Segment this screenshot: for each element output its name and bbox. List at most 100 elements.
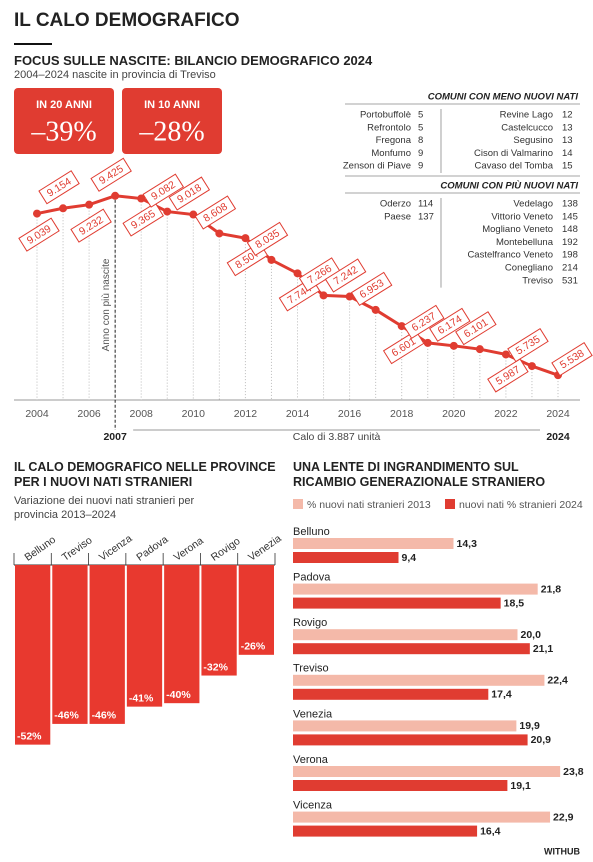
- value-label: 19,9: [519, 720, 540, 732]
- table-name: Paese: [384, 211, 411, 222]
- point: [293, 269, 302, 278]
- table-value: 138: [562, 199, 578, 210]
- focus-subtitle: 2004–2024 nascite in provincia di Trevis…: [14, 69, 216, 81]
- table-title: COMUNI CON MENO NUOVI NATI: [428, 92, 579, 103]
- value-label: 6.237: [402, 304, 445, 340]
- category-label: Belluno: [293, 526, 330, 538]
- point: [111, 191, 120, 200]
- label-box: [18, 217, 60, 252]
- table-name: Castelfranco Veneto: [467, 250, 553, 261]
- point: [267, 255, 276, 264]
- table-value: 137: [418, 211, 434, 222]
- point: [319, 291, 328, 300]
- point: [137, 194, 146, 203]
- legend-label: % nuovi nati stranieri 2013: [307, 499, 431, 511]
- bar: [164, 565, 200, 704]
- point: [163, 207, 172, 216]
- value-label: 21,1: [533, 643, 554, 655]
- point: [215, 229, 224, 238]
- chart-subtitle: Variazione dei nuovi nati stranieri per …: [14, 495, 195, 521]
- point: [85, 200, 94, 209]
- x-tick-label: 2004: [25, 408, 49, 420]
- table-value: 14: [562, 148, 573, 159]
- value-label: 9.365: [122, 202, 164, 237]
- label-box: [429, 307, 471, 342]
- badge-label: IN 20 ANNI: [36, 99, 92, 111]
- x-tick-label: Treviso: [60, 534, 95, 563]
- label-box: [507, 327, 549, 363]
- value-label: 20,0: [520, 629, 541, 641]
- table-value: 9: [418, 161, 423, 172]
- label-box: [168, 176, 211, 211]
- bar: [293, 538, 454, 549]
- label-box: [246, 221, 289, 257]
- value-label: 8.608: [194, 195, 237, 230]
- label-box: [487, 358, 529, 393]
- table-name: Vedelago: [513, 199, 553, 210]
- table-value: 15: [562, 161, 573, 172]
- legend-label: nuovi nati % stranieri 2024: [459, 499, 583, 511]
- label-box: [324, 258, 367, 293]
- value-label: -46%: [54, 710, 79, 722]
- table-name: Zenson di Piave: [343, 161, 411, 172]
- label-box: [455, 311, 497, 346]
- value-label: -40%: [166, 689, 191, 701]
- point: [241, 234, 250, 243]
- value-label: 8.035: [246, 221, 289, 257]
- table-name: Castelcucco: [501, 122, 553, 133]
- table-name: Oderzo: [380, 199, 411, 210]
- bar: [293, 720, 517, 732]
- point: [397, 322, 406, 331]
- x-tick-label: 2014: [286, 408, 310, 420]
- badge: [122, 88, 222, 154]
- label-box: [350, 271, 393, 306]
- table-name: Revine Lago: [500, 110, 553, 121]
- value-label: 9.039: [18, 217, 60, 252]
- bar: [293, 825, 478, 837]
- table-name: Segusino: [513, 135, 553, 146]
- bar: [293, 643, 530, 655]
- value-label: 5.735: [507, 327, 549, 363]
- bar: [126, 565, 163, 707]
- point: [501, 350, 510, 359]
- table-name: Fregona: [376, 135, 412, 146]
- badge-value: –28%: [138, 116, 204, 147]
- x-tick-label: 2016: [338, 408, 362, 420]
- table-title: COMUNI CON PIÙ NUOVI NATI: [440, 180, 578, 192]
- category-label: Padova: [293, 572, 331, 584]
- table-value: 192: [562, 237, 578, 248]
- x-tick-label: 2024: [546, 408, 570, 420]
- chart-title: UNA LENTE DI INGRANDIMENTO SUL RICAMBIO …: [293, 460, 546, 489]
- bar: [293, 734, 528, 746]
- label-box: [90, 157, 132, 192]
- table-name: Mogliano Veneto: [482, 224, 553, 235]
- legend-swatch: [293, 499, 303, 509]
- bar: [15, 565, 51, 745]
- point: [33, 209, 41, 218]
- category-label: Verona: [293, 754, 329, 766]
- label-box: [70, 208, 112, 243]
- bar: [293, 780, 508, 791]
- peak-note: Anno con più nascite: [101, 258, 112, 351]
- point: [423, 338, 432, 347]
- point: [475, 345, 484, 354]
- badge-label: IN 10 ANNI: [144, 99, 200, 111]
- badge-value: –39%: [30, 116, 96, 147]
- value-label: 5.987: [487, 358, 529, 393]
- label-box: [122, 202, 164, 237]
- value-label: 21,8: [541, 583, 562, 595]
- legend-swatch: [445, 499, 455, 509]
- table-name: Cavaso del Tomba: [474, 161, 553, 172]
- label-box: [38, 170, 80, 205]
- header-title: IL CALO DEMOGRAFICO: [14, 10, 240, 31]
- value-label: 17,4: [491, 689, 512, 701]
- x-tick-label: 2008: [130, 408, 154, 420]
- category-label: Treviso: [293, 663, 329, 675]
- badge: [14, 88, 114, 154]
- label-box: [382, 329, 425, 365]
- bar: [52, 565, 88, 724]
- bar: [89, 565, 125, 724]
- bar: [293, 552, 399, 563]
